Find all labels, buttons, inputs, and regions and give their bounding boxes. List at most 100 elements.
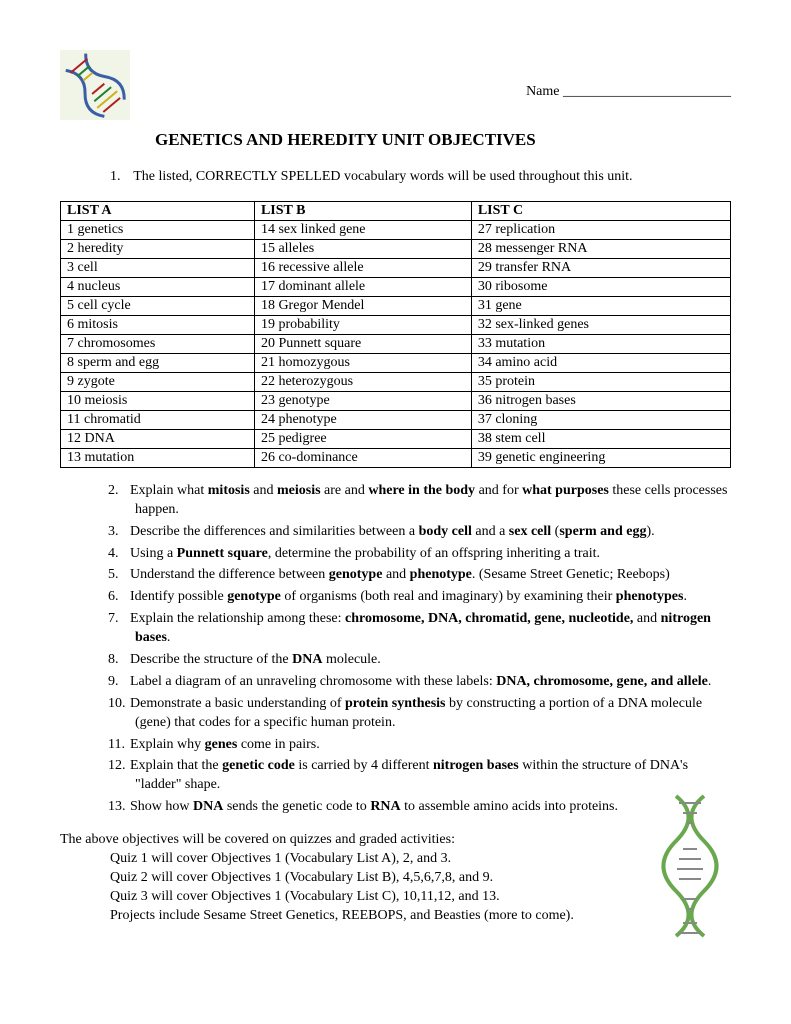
- name-field-label: Name ________________________: [526, 84, 731, 100]
- table-row: 13 mutation26 co-dominance39 genetic eng…: [61, 448, 731, 467]
- objective-item: 6.Identify possible genotype of organism…: [135, 588, 731, 607]
- item-number: 11.: [108, 736, 130, 755]
- quiz-line: Quiz 2 will cover Objectives 1 (Vocabula…: [110, 869, 731, 888]
- item-number: 1.: [110, 168, 130, 187]
- table-cell: 36 nitrogen bases: [471, 391, 730, 410]
- table-cell: 31 gene: [471, 296, 730, 315]
- intro-text: The listed, CORRECTLY SPELLED vocabulary…: [133, 169, 632, 184]
- table-cell: 12 DNA: [61, 429, 255, 448]
- table-row: 8 sperm and egg21 homozygous34 amino aci…: [61, 353, 731, 372]
- item-text: Using a Punnett square, determine the pr…: [130, 546, 600, 561]
- quiz-block: The above objectives will be covered on …: [60, 831, 731, 925]
- table-cell: 16 recessive allele: [254, 258, 471, 277]
- quiz-line: Quiz 1 will cover Objectives 1 (Vocabula…: [110, 850, 731, 869]
- item-number: 12.: [108, 757, 130, 776]
- item-text: Describe the structure of the DNA molecu…: [130, 652, 381, 667]
- table-row: 9 zygote22 heterozygous35 protein: [61, 372, 731, 391]
- table-cell: 29 transfer RNA: [471, 258, 730, 277]
- quiz-intro: The above objectives will be covered on …: [60, 831, 731, 850]
- table-cell: 10 meiosis: [61, 391, 255, 410]
- table-cell: 24 phenotype: [254, 410, 471, 429]
- item-text: Understand the difference between genoty…: [130, 567, 670, 582]
- table-cell: 7 chromosomes: [61, 334, 255, 353]
- table-header-row: LIST A LIST B LIST C: [61, 201, 731, 220]
- item-number: 6.: [108, 588, 130, 607]
- page-title: GENETICS AND HEREDITY UNIT OBJECTIVES: [155, 130, 731, 150]
- table-cell: 30 ribosome: [471, 277, 730, 296]
- item-number: 5.: [108, 566, 130, 585]
- objective-item: 2.Explain what mitosis and meiosis are a…: [135, 482, 731, 520]
- table-cell: 21 homozygous: [254, 353, 471, 372]
- table-row: 12 DNA25 pedigree38 stem cell: [61, 429, 731, 448]
- objectives-list-cont: 2.Explain what mitosis and meiosis are a…: [110, 482, 731, 817]
- item-number: 9.: [108, 673, 130, 692]
- table-cell: 22 heterozygous: [254, 372, 471, 391]
- objective-item: 11.Explain why genes come in pairs.: [135, 736, 731, 755]
- item-number: 8.: [108, 651, 130, 670]
- table-cell: 5 cell cycle: [61, 296, 255, 315]
- table-row: 7 chromosomes20 Punnett square33 mutatio…: [61, 334, 731, 353]
- table-cell: 3 cell: [61, 258, 255, 277]
- table-cell: 14 sex linked gene: [254, 220, 471, 239]
- objective-item: 13.Show how DNA sends the genetic code t…: [135, 798, 731, 817]
- table-cell: 32 sex-linked genes: [471, 315, 730, 334]
- item-text: Identify possible genotype of organisms …: [130, 589, 687, 604]
- table-cell: 18 Gregor Mendel: [254, 296, 471, 315]
- col-header-a: LIST A: [61, 201, 255, 220]
- objectives-list: 1. The listed, CORRECTLY SPELLED vocabul…: [110, 168, 731, 187]
- objective-item: 12.Explain that the genetic code is carr…: [135, 757, 731, 795]
- item-number: 13.: [108, 798, 130, 817]
- header-row: Name ________________________: [60, 50, 731, 120]
- table-row: 4 nucleus17 dominant allele30 ribosome: [61, 277, 731, 296]
- table-cell: 20 Punnett square: [254, 334, 471, 353]
- table-cell: 26 co-dominance: [254, 448, 471, 467]
- item-text: Explain what mitosis and meiosis are and…: [130, 483, 727, 517]
- table-cell: 2 heredity: [61, 239, 255, 258]
- objective-item: 9.Label a diagram of an unraveling chrom…: [135, 673, 731, 692]
- table-cell: 39 genetic engineering: [471, 448, 730, 467]
- dna-vertical-icon: [661, 791, 719, 941]
- item-number: 10.: [108, 695, 130, 714]
- item-text: Explain that the genetic code is carried…: [130, 758, 688, 792]
- item-text: Label a diagram of an unraveling chromos…: [130, 674, 711, 689]
- table-cell: 33 mutation: [471, 334, 730, 353]
- table-row: 3 cell16 recessive allele29 transfer RNA: [61, 258, 731, 277]
- table-cell: 38 stem cell: [471, 429, 730, 448]
- table-cell: 35 protein: [471, 372, 730, 391]
- table-cell: 15 alleles: [254, 239, 471, 258]
- quiz-line: Projects include Sesame Street Genetics,…: [110, 907, 731, 926]
- objective-item: 1. The listed, CORRECTLY SPELLED vocabul…: [135, 168, 731, 187]
- table-row: 5 cell cycle18 Gregor Mendel31 gene: [61, 296, 731, 315]
- table-cell: 17 dominant allele: [254, 277, 471, 296]
- table-cell: 9 zygote: [61, 372, 255, 391]
- quiz-line: Quiz 3 will cover Objectives 1 (Vocabula…: [110, 888, 731, 907]
- item-text: Explain the relationship among these: ch…: [130, 611, 711, 645]
- table-cell: 34 amino acid: [471, 353, 730, 372]
- col-header-b: LIST B: [254, 201, 471, 220]
- objective-item: 5.Understand the difference between geno…: [135, 566, 731, 585]
- table-cell: 11 chromatid: [61, 410, 255, 429]
- table-row: 10 meiosis23 genotype36 nitrogen bases: [61, 391, 731, 410]
- table-cell: 8 sperm and egg: [61, 353, 255, 372]
- objective-item: 10.Demonstrate a basic understanding of …: [135, 695, 731, 733]
- table-row: 11 chromatid24 phenotype37 cloning: [61, 410, 731, 429]
- table-row: 1 genetics14 sex linked gene27 replicati…: [61, 220, 731, 239]
- objective-item: 8.Describe the structure of the DNA mole…: [135, 651, 731, 670]
- item-number: 7.: [108, 610, 130, 629]
- objective-item: 3.Describe the differences and similarit…: [135, 523, 731, 542]
- dna-helix-icon: [60, 50, 130, 120]
- item-text: Explain why genes come in pairs.: [130, 737, 320, 752]
- table-cell: 6 mitosis: [61, 315, 255, 334]
- item-number: 2.: [108, 482, 130, 501]
- objective-item: 4.Using a Punnett square, determine the …: [135, 545, 731, 564]
- table-cell: 1 genetics: [61, 220, 255, 239]
- table-cell: 37 cloning: [471, 410, 730, 429]
- item-number: 4.: [108, 545, 130, 564]
- table-row: 2 heredity15 alleles28 messenger RNA: [61, 239, 731, 258]
- vocab-table: LIST A LIST B LIST C 1 genetics14 sex li…: [60, 201, 731, 468]
- table-cell: 27 replication: [471, 220, 730, 239]
- item-number: 3.: [108, 523, 130, 542]
- col-header-c: LIST C: [471, 201, 730, 220]
- item-text: Demonstrate a basic understanding of pro…: [130, 696, 702, 730]
- table-cell: 23 genotype: [254, 391, 471, 410]
